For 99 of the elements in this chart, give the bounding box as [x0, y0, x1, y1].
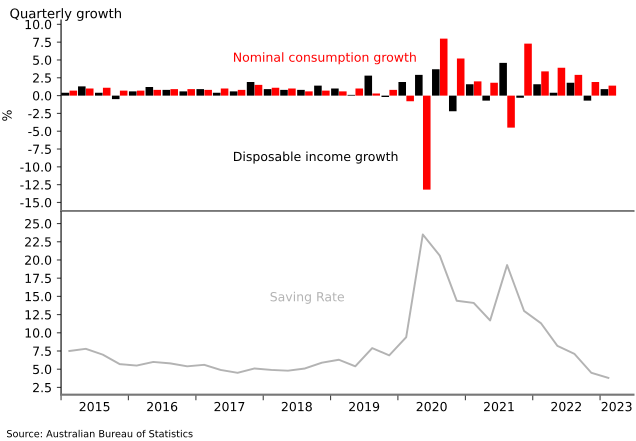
bar [187, 89, 195, 96]
x-tick-label: 2015 [80, 402, 110, 412]
bar [440, 38, 448, 96]
bar [238, 90, 246, 96]
x-tick-label: 2017 [214, 402, 244, 412]
bar [415, 74, 423, 96]
bar [288, 88, 296, 96]
y-tick-label: -15.0 [20, 198, 52, 208]
y-axis-title: % [2, 110, 12, 121]
bar [456, 58, 464, 96]
y-tick-label: 10.0 [26, 20, 52, 30]
bar [179, 91, 188, 96]
bar [592, 82, 600, 96]
bar [95, 92, 103, 96]
bar [112, 96, 120, 100]
series-label: Nominal consumption growth [234, 52, 416, 64]
y-tick-label: -12.5 [20, 180, 51, 190]
bar [490, 82, 498, 96]
bar [78, 86, 86, 96]
bar [146, 87, 154, 96]
bar [533, 84, 541, 96]
bar [574, 74, 582, 96]
text: Saving Rate [270, 292, 344, 304]
y-tick-label: 20.0 [25, 255, 52, 265]
bar [220, 88, 228, 96]
bar [474, 81, 482, 96]
bar [120, 90, 128, 96]
bar [389, 90, 397, 96]
bar [406, 96, 414, 102]
bar [305, 91, 313, 96]
source-note: Source: Australian Bureau of Statistics [7, 430, 193, 438]
bar [524, 44, 532, 96]
x-tick-label: 2018 [282, 402, 312, 412]
y-tick-label: 5.0 [33, 55, 52, 65]
bar [550, 92, 558, 96]
bar [297, 90, 305, 96]
y-tick-label: 25.0 [25, 219, 52, 228]
bar [264, 89, 272, 96]
y-tick-label: 0.0 [32, 91, 52, 101]
bar [170, 89, 178, 96]
bar [432, 69, 440, 96]
bar [608, 86, 616, 96]
bar [70, 90, 78, 96]
x-tick-label: 2020 [416, 402, 447, 412]
bar [331, 88, 339, 96]
x-tick-label: 2021 [484, 402, 514, 412]
bar [196, 89, 204, 96]
bar [355, 88, 364, 96]
x-tick-label: 2022 [551, 402, 581, 412]
y-tick-label: 2.5 [33, 382, 51, 392]
y-tick-label: 15.0 [26, 292, 52, 302]
bar [482, 96, 490, 101]
x-tick-label: 2019 [349, 402, 380, 412]
y-tick-label: 12.5 [26, 310, 51, 320]
bar [102, 88, 110, 96]
y-tick-label: 17.5 [26, 274, 51, 284]
bar [204, 90, 212, 96]
x-tick-label: 2016 [147, 402, 178, 412]
bar [398, 82, 406, 96]
bar [254, 84, 262, 96]
y-tick-label: -7.5 [28, 144, 51, 154]
bar [322, 90, 330, 96]
bar [230, 91, 238, 96]
bar [499, 62, 507, 96]
bar [466, 84, 474, 96]
bar [584, 96, 592, 101]
bar [162, 90, 170, 96]
bar [212, 92, 220, 96]
y-tick-label: -5.0 [28, 126, 52, 136]
y-tick-label: 7.5 [33, 346, 51, 356]
bar [422, 96, 431, 190]
y-tick-label: 7.5 [33, 38, 51, 48]
bar [372, 93, 380, 96]
text: Disposable income growth [234, 152, 398, 164]
y-tick-label: 10.0 [26, 328, 52, 338]
y-tick-label: -10.0 [20, 162, 52, 172]
y-tick-label: 22.5 [25, 237, 51, 247]
y-tick-label: -2.5 [28, 108, 51, 118]
bar [272, 88, 280, 96]
bar [558, 68, 566, 96]
bar [448, 96, 457, 112]
bar [280, 90, 288, 96]
bar [339, 91, 347, 96]
bar [136, 90, 144, 96]
bar [153, 90, 162, 96]
bar [86, 88, 94, 96]
bar [246, 82, 254, 96]
bar [507, 96, 515, 128]
bar [128, 91, 137, 96]
bar [541, 71, 549, 96]
line-series [68, 234, 610, 379]
bar [600, 89, 608, 96]
bar [314, 86, 322, 96]
y-tick-label: 5.0 [33, 364, 52, 374]
y-tick-label: 2.5 [33, 73, 51, 83]
bar [364, 76, 372, 96]
x-tick-label: 2023 [602, 402, 632, 412]
chart-title: Quarterly growth [10, 8, 121, 21]
bar [566, 82, 574, 96]
